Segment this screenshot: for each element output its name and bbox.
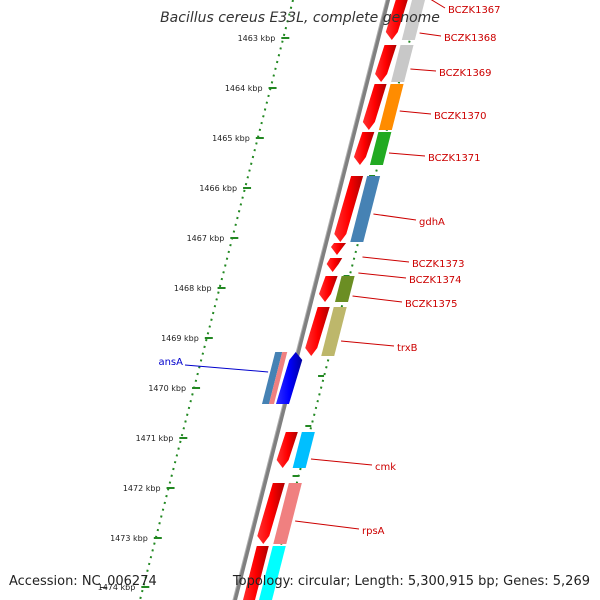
left-scale-line: [139, 0, 294, 600]
gene-arrow-partial: [243, 546, 269, 600]
label-layer: BCZK1367 BCZK1368 BCZK1369 BCZK1370 BCZK1371…: [158, 0, 501, 537]
kbp-label: 1472 kbp: [123, 484, 161, 493]
kbp-label: 1467 kbp: [187, 234, 225, 243]
leader-BCZK1371: [388, 152, 426, 157]
leader-trxB: [340, 340, 395, 347]
gene-label-BCZK1371: BCZK1371: [428, 153, 481, 164]
gene-label-cmk: cmk: [375, 462, 396, 473]
kbp-label: 1463 kbp: [238, 34, 276, 43]
gene-label-gdhA: gdhA: [419, 217, 445, 228]
gene-label-BCZK1369: BCZK1369: [439, 68, 492, 79]
gene-box-partial: [259, 546, 286, 600]
leader-BCZK1374: [358, 272, 407, 279]
leader-BCZK1373: [362, 256, 410, 263]
leader-BCZK1370: [399, 110, 432, 115]
leader-BCZK1367: [430, 0, 446, 9]
gene-label-BCZK1375: BCZK1375: [405, 299, 458, 310]
gene-arrow-ansA: [275, 352, 303, 404]
kbp-label: 1468 kbp: [174, 284, 212, 293]
gene-box-BCZK1371: [369, 132, 392, 165]
gene-arrow-BCZK1373: [330, 243, 347, 255]
backbone-layer: [232, 0, 391, 600]
kbp-label: 1473 kbp: [110, 534, 148, 543]
kbp-label: 1464 kbp: [225, 84, 263, 93]
gene-label-BCZK1368: BCZK1368: [444, 33, 497, 44]
gene-box-ansA: [261, 352, 283, 404]
kbp-label: 1474 kbp: [98, 583, 136, 592]
gene-box-BCZK1369: [391, 45, 414, 82]
gene-label-trxB: trxB: [397, 343, 418, 354]
leader-rpsA: [295, 520, 360, 530]
feature-layer: [243, 0, 425, 600]
gene-box-trxB: [321, 307, 347, 356]
kbp-label: 1470 kbp: [148, 384, 186, 393]
gene-arrow-BCZK1369: [375, 45, 397, 82]
leader-cmk: [310, 458, 373, 466]
kbp-label: 1469 kbp: [161, 334, 199, 343]
leader-BCZK1369: [410, 68, 437, 72]
leader-gdhA: [373, 213, 417, 221]
backbone-line: [232, 0, 391, 600]
genome-summary-text: Topology: circular; Length: 5,300,915 bp…: [232, 574, 590, 589]
gene-arrow-gdhA: [334, 176, 364, 242]
gene-box-BCZK1375: [334, 276, 355, 302]
gene-label-rpsA: rpsA: [362, 526, 385, 537]
gene-arrow-BCZK1367: [385, 0, 408, 40]
gene-arrow-rpsA: [257, 483, 285, 544]
gene-label-ansA: ansA: [158, 357, 183, 368]
gene-arrow-trxB: [305, 307, 330, 356]
gene-arrow-BCZK1375: [318, 276, 338, 302]
gene-box-rpsA: [273, 483, 302, 544]
leader-ansA: [184, 364, 269, 373]
accession-text: Accession: NC_006274: [9, 574, 157, 589]
gene-box-BCZK1367: [401, 0, 425, 40]
gene-arrow-cmk: [276, 432, 298, 468]
gene-arrow-BCZK1374: [326, 258, 343, 272]
gene-label-BCZK1367: BCZK1367: [448, 5, 501, 16]
kbp-label: 1471 kbp: [136, 434, 174, 443]
leader-BCZK1375: [352, 295, 403, 303]
backbone-highlight: [232, 0, 387, 600]
gene-arrow-BCZK1371: [353, 132, 375, 165]
leader-BCZK1368: [419, 32, 442, 37]
gene-label-BCZK1373: BCZK1373: [412, 259, 465, 270]
kbp-label: 1466 kbp: [199, 184, 237, 193]
gene-box-cmk: [292, 432, 315, 468]
gene-label-BCZK1370: BCZK1370: [434, 111, 487, 122]
gene-box-BCZK1370: [378, 84, 404, 130]
gene-label-BCZK1374: BCZK1374: [409, 275, 462, 286]
gene-box-ansA-b: [268, 352, 288, 404]
gene-box-gdhA: [350, 176, 381, 242]
kbp-label: 1465 kbp: [212, 134, 250, 143]
genome-title: Bacillus cereus E33L, complete genome: [160, 10, 440, 26]
gene-arrow-BCZK1370: [362, 84, 387, 130]
